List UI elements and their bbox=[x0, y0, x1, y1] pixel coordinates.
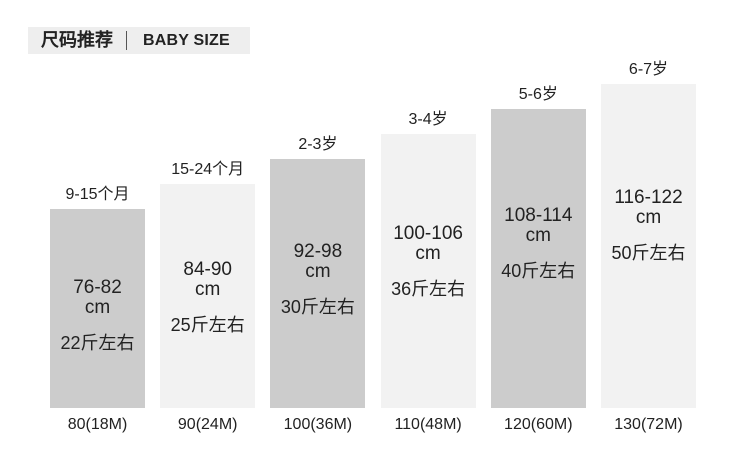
size-label-1: 80(18M) bbox=[67, 416, 128, 433]
weight-label-6: 50斤左右 bbox=[611, 242, 686, 263]
height-unit-5: cm bbox=[525, 224, 551, 246]
height-unit-6: cm bbox=[635, 206, 662, 228]
size-label-6: 130(72M) bbox=[614, 416, 683, 433]
age-label-2: 15-24个月 bbox=[171, 160, 245, 178]
weight-label-5: 40斤左右 bbox=[501, 260, 576, 281]
bar-text-4: 100-106 cm 36斤左右 bbox=[381, 222, 476, 299]
height-range-3: 92-98 bbox=[293, 240, 343, 262]
chart-title: 尺码推荐 bbox=[41, 30, 113, 50]
size-label-4: 110(48M) bbox=[394, 416, 462, 433]
size-bar-2 bbox=[160, 183, 256, 408]
chart-subtitle: BABY SIZE bbox=[143, 32, 230, 49]
height-range-6: 116-122 bbox=[614, 186, 683, 208]
weight-label-2: 25斤左右 bbox=[170, 314, 245, 335]
age-label-1: 9-15个月 bbox=[65, 185, 130, 203]
height-range-5: 108-114 bbox=[504, 204, 573, 226]
bar-text-5: 108-114 cm 40斤左右 bbox=[491, 204, 586, 281]
size-label-3: 100(36M) bbox=[283, 416, 353, 433]
size-bar-6 bbox=[601, 84, 696, 408]
bar-text-2: 84-90 cm 25斤左右 bbox=[160, 258, 255, 335]
bar-text-3: 92-98 cm 30斤左右 bbox=[270, 240, 365, 317]
size-bar-1 bbox=[50, 208, 145, 408]
size-label-5: 120(60M) bbox=[504, 416, 573, 433]
size-bar-3 bbox=[270, 159, 366, 408]
size-bar-4 bbox=[380, 134, 476, 408]
chart-header: 尺码推荐 BABY SIZE bbox=[28, 27, 250, 54]
height-unit-4: cm bbox=[415, 242, 441, 264]
height-range-1: 76-82 bbox=[73, 276, 122, 298]
bar-text-6: 116-122 cm 50斤左右 bbox=[601, 186, 696, 263]
weight-label-3: 30斤左右 bbox=[280, 296, 355, 317]
height-range-4: 100-106 bbox=[393, 222, 463, 244]
weight-label-1: 22斤左右 bbox=[60, 332, 135, 353]
age-label-5: 5-6岁 bbox=[518, 86, 558, 104]
height-unit-3: cm bbox=[305, 260, 331, 282]
weight-label-4: 36斤左右 bbox=[391, 278, 466, 299]
size-bar-5 bbox=[490, 109, 586, 408]
bar-text-1: 76-82 cm 22斤左右 bbox=[50, 276, 145, 353]
age-label-4: 3-4岁 bbox=[408, 111, 448, 129]
height-unit-2: cm bbox=[195, 278, 221, 300]
height-unit-1: cm bbox=[84, 296, 111, 318]
size-label-2: 90(24M) bbox=[177, 416, 238, 433]
height-range-2: 84-90 bbox=[183, 258, 232, 280]
age-label-6: 6-7岁 bbox=[628, 61, 669, 79]
age-label-3: 2-3岁 bbox=[298, 136, 338, 153]
title-divider bbox=[126, 31, 127, 50]
